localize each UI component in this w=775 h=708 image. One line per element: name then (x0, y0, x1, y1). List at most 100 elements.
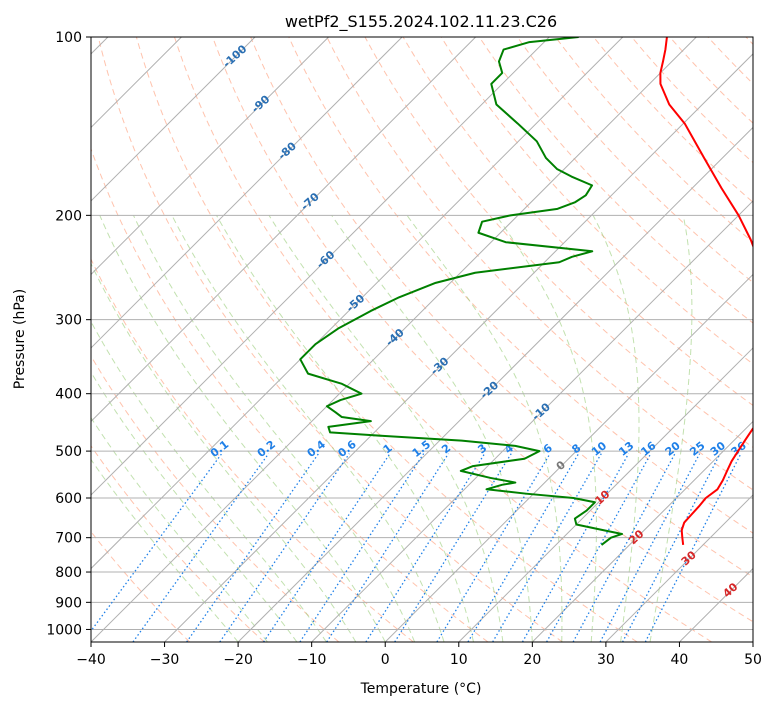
x-tick-label: 0 (381, 652, 390, 668)
mixing-ratio-line (436, 453, 551, 642)
mixing-ratio-line (492, 453, 602, 642)
mixing-ratio-line (186, 453, 320, 642)
y-tick-label: 200 (55, 208, 82, 224)
moist-adiabat (91, 320, 327, 642)
y-tick-label: 300 (55, 313, 82, 329)
mixing-ratio-label: 0.1 (208, 438, 231, 460)
x-tick-label: −40 (76, 652, 106, 668)
plot-area: 0.1 0.2 0.4 0.6 1 1.5 2 3 4 6 8 10 13 16 20 25 30 36-100-… (91, 37, 753, 642)
x-axis-label: Temperature (°C) (360, 681, 482, 697)
x-tick-label: 20 (523, 652, 541, 668)
mixing-ratio-line (572, 453, 676, 642)
mixing-ratio-line (621, 453, 721, 642)
mixing-ratio-line (219, 453, 350, 642)
dry-adiabat (745, 37, 753, 45)
dry-adiabat (707, 37, 753, 85)
moist-adiabat (99, 215, 386, 642)
mixing-ratio-label: 0.4 (305, 438, 329, 460)
mixing-ratio-label: 2 (439, 441, 453, 456)
mixing-ratio-line (326, 453, 449, 642)
mixing-ratio-line (365, 453, 486, 642)
chart-title: wetPf2_S155.2024.102.11.23.C26 (285, 12, 557, 32)
dry-adiabat (97, 37, 563, 642)
y-axis-label: Pressure (hPa) (12, 289, 28, 389)
isotherm-line (91, 37, 550, 496)
dry-adiabat (440, 37, 753, 365)
mixing-ratio-label: 25 (687, 439, 707, 459)
isotherm-line (91, 37, 256, 202)
mixing-ratio-label: 1.5 (410, 438, 433, 460)
isotherm-line (384, 273, 753, 642)
isotherm-line (91, 37, 329, 276)
isotherm-line (311, 200, 753, 642)
x-tick-label: −20 (223, 652, 253, 668)
moist-adiabat (216, 215, 474, 642)
mixing-ratio-label: 16 (638, 439, 658, 459)
mixing-ratio-line (394, 453, 512, 642)
moist-adiabat (91, 262, 357, 642)
dry-adiabat (288, 37, 753, 534)
mixing-ratio-line (299, 453, 425, 642)
y-tick-label: 900 (55, 595, 82, 611)
x-tick-label: −10 (297, 652, 327, 668)
isotherm-line (605, 494, 753, 642)
y-tick-label: 700 (55, 531, 82, 547)
isotherm-line (91, 37, 697, 642)
isotherm-line (164, 53, 753, 642)
mixing-ratio-line (521, 453, 630, 642)
isotherm-line (237, 126, 753, 642)
x-tick-label: 40 (671, 652, 689, 668)
moist-adiabat (171, 215, 445, 642)
mixing-ratio-line (467, 453, 580, 642)
moist-adiabat (268, 215, 504, 642)
dry-adiabat (593, 37, 753, 203)
mixing-ratio-label: 20 (663, 439, 683, 459)
y-tick-label: 800 (55, 565, 82, 581)
mixing-ratio-label: 1 (381, 441, 395, 456)
y-tick-label: 1000 (46, 622, 82, 638)
mixing-ratio-line (91, 453, 223, 633)
moist-adiabat (495, 215, 597, 642)
y-tick-label: 400 (55, 387, 82, 403)
dry-adiabat (91, 530, 191, 642)
mixing-ratio-line (132, 453, 270, 642)
dry-adiabat (326, 37, 753, 491)
moist-adiabat (91, 371, 298, 642)
moist-adiabat (331, 215, 533, 642)
isotherm-line (91, 37, 403, 349)
moist-adiabat (133, 215, 416, 642)
dry-adiabat (91, 355, 340, 642)
mixing-ratio-line (546, 453, 652, 642)
dry-adiabat (91, 147, 489, 642)
isotherm-line (531, 420, 753, 642)
mixing-ratio-label: 13 (616, 439, 636, 459)
x-axis: −40 −30 −20 −10 0 10 20 30 40 50 (76, 642, 762, 668)
dry-adiabat (516, 37, 753, 284)
isotherm-line (679, 567, 753, 642)
moist-adiabat (406, 215, 563, 642)
isotherm-line (752, 641, 753, 642)
dry-adiabat (91, 258, 414, 642)
moist-adiabat (91, 416, 268, 642)
mixing-ratio-line (599, 453, 701, 642)
dry-adiabat (212, 37, 753, 623)
y-tick-label: 600 (55, 491, 82, 507)
temperature-profile (659, 37, 753, 546)
y-axis: 100 200 300 400 500 600 700 800 900 1000 (46, 30, 91, 638)
mixing-ratio-line (262, 453, 391, 642)
dry-adiabat (250, 37, 753, 578)
moist-adiabat (649, 215, 693, 642)
isotherm-line (91, 37, 624, 570)
dry-adiabat (135, 37, 638, 642)
isotherm-line (91, 37, 477, 423)
y-tick-label: 500 (55, 444, 82, 460)
dry-adiabat (631, 37, 753, 164)
mixing-ratio-label: 8 (569, 441, 583, 456)
mixing-ratio-label: 0.2 (255, 438, 278, 460)
moist-adiabat (592, 215, 640, 642)
y-tick-label: 100 (55, 30, 82, 46)
x-tick-label: 10 (450, 652, 468, 668)
mixing-ratio-label: 6 (541, 441, 555, 456)
isotherm-line (458, 347, 753, 642)
